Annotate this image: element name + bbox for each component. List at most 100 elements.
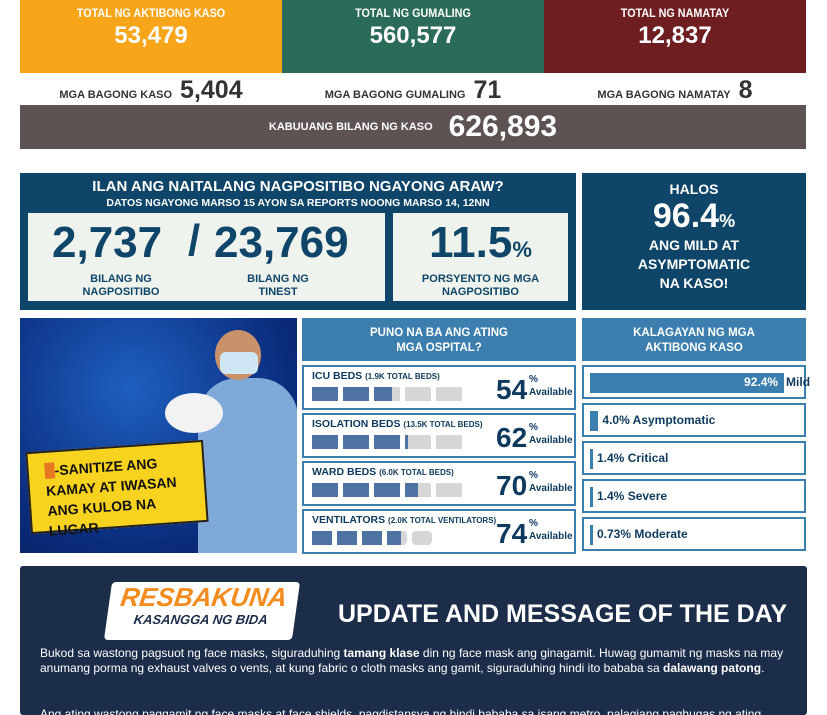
mild-value: 96.4: [652, 197, 720, 235]
positive-tested-card: 2,737 / 23,769 BILANG NG NAGPOSITIBO BILA…: [28, 213, 385, 301]
positive-count: 2,737: [52, 218, 163, 267]
new-counts-row: MGA BAGONG KASO 5,404 MGA BAGONG GUMALING…: [20, 73, 806, 105]
status-bar: [590, 525, 593, 545]
bed-icon: [436, 435, 462, 449]
bed-icon: [374, 435, 400, 449]
capacity-icons: [312, 435, 462, 449]
active-cases-card: TOTAL NG AKTIBONG KASO 53,479: [20, 0, 282, 73]
bed-icon: [312, 483, 338, 497]
status-text: 1.4% Critical: [597, 451, 669, 465]
resbakuna-logo: RESBAKUNA KASANGGA NG BIDA: [103, 582, 301, 640]
hospital-header: PUNO NA BA ANG ATING MGA OSPITAL?: [302, 318, 576, 361]
bed-icon: [343, 387, 369, 401]
status-row: 1.4% Severe: [582, 479, 806, 513]
ventilator-icon: [387, 531, 407, 545]
new-cases-value: 5,404: [180, 76, 243, 104]
available-percent: 62: [496, 422, 528, 453]
status-panel: KALAGAYAN NG MGA AKTIBONG KASO 92.4% Mild 4…: [582, 318, 810, 555]
bed-icon: [312, 435, 338, 449]
mild-unit: %: [719, 211, 736, 231]
tested-count: 23,769: [214, 218, 349, 267]
status-row: 1.4% Critical: [582, 441, 806, 475]
sanitize-banner: I -SANITIZE ANG KAMAY AT IWASAN ANG KULOB…: [20, 318, 297, 553]
status-row: 92.4% Mild: [582, 365, 810, 399]
face-mask: [220, 352, 258, 374]
positivity-rate-unit: %: [512, 237, 532, 262]
positivity-title: ILAN ANG NAITALANG NAGPOSITIBO NGAYONG A…: [92, 178, 504, 195]
new-cases: MGA BAGONG KASO 5,404: [20, 73, 282, 105]
status-label: Mild: [786, 375, 811, 389]
available-suffix: % Available: [529, 470, 573, 494]
ventilator-icon: [337, 531, 357, 545]
status-text: 4.0% Asymptomatic: [602, 413, 716, 427]
status-text: 1.4% Severe: [597, 489, 668, 503]
recovered-value: 560,577: [369, 22, 457, 49]
bed-icon: [343, 483, 369, 497]
bed-icon: [436, 387, 462, 401]
mild-line3: ASYMPTOMATIC: [637, 256, 751, 272]
slash: /: [188, 216, 201, 265]
logo-top: RESBAKUNA: [118, 582, 290, 612]
available-suffix: % Available: [529, 422, 573, 446]
hospital-row: ICU BEDS (1.9K TOTAL BEDS) 54 % Available: [302, 365, 576, 410]
available-suffix: % Available: [529, 374, 573, 398]
active-cases-label: TOTAL NG AKTIBONG KASO: [76, 6, 226, 20]
banner-text-box: I -SANITIZE ANG KAMAY AT IWASAN ANG KULOB…: [25, 439, 209, 539]
new-deaths: MGA BAGONG NAMATAY 8: [544, 73, 806, 105]
status-percent: 92.4%: [744, 375, 779, 389]
row-title: ISOLATION BEDS (13.5K TOTAL BEDS): [312, 418, 483, 430]
soap-foam: [165, 393, 223, 433]
positive-label: BILANG NG: [90, 273, 152, 285]
capacity-icons: [312, 483, 462, 497]
positivity-subtitle: DATOS NGAYONG MARSO 15 AYON SA REPORTS N…: [106, 197, 490, 209]
recovered-card: TOTAL NG GUMALING 560,577: [282, 0, 544, 73]
positive-label-2: NAGPOSITIBO: [82, 286, 160, 298]
deaths-value: 12,837: [638, 22, 712, 49]
bed-icon: [405, 435, 431, 449]
mild-panel: HALOS 96.4% ANG MILD AT ASYMPTOMATIC NA …: [582, 173, 806, 310]
status-bar: [590, 411, 599, 431]
hospital-panel: PUNO NA BA ANG ATING MGA OSPITAL? ICU BED…: [302, 318, 576, 555]
status-bar: [590, 373, 785, 393]
positivity-panel: ILAN ANG NAITALANG NAGPOSITIBO NGAYONG A…: [20, 173, 576, 310]
deaths-card: TOTAL NG NAMATAY 12,837: [544, 0, 806, 73]
bed-icon: [343, 435, 369, 449]
total-cases-label: KABUUANG BILANG NG KASO: [268, 121, 433, 133]
bed-icon: [374, 483, 400, 497]
status-bar: [590, 487, 593, 507]
hospital-row: VENTILATORS (2.0K TOTAL VENTILATORS) 74 …: [302, 509, 576, 554]
message-paragraph-2: Ang ating wastong paggamit ng face masks…: [40, 707, 762, 715]
status-title-2: AKTIBONG KASO: [645, 342, 743, 354]
ventilator-icon: [362, 531, 382, 545]
capacity-icons: [312, 387, 462, 401]
hospital-title-2: MGA OSPITAL?: [396, 342, 482, 354]
hospital-row: ISOLATION BEDS (13.5K TOTAL BEDS) 62 % Av…: [302, 413, 576, 458]
row-title: WARD BEDS (6.0K TOTAL BEDS): [312, 466, 454, 478]
status-title: KALAGAYAN NG MGA: [633, 327, 755, 339]
bed-icon: [312, 387, 338, 401]
row-title: VENTILATORS (2.0K TOTAL VENTILATORS): [312, 514, 497, 526]
available-percent: 74: [496, 518, 528, 549]
status-bar: [590, 449, 593, 469]
message-paragraph-1: Bukod sa wastong pagsuot ng face masks, …: [40, 646, 784, 675]
positivity-rate-card: 11.5% PORSYENTO NG MGA NAGPOSITIBO: [393, 213, 568, 301]
status-text: 0.73% Moderate: [597, 527, 688, 541]
positivity-rate: 11.5: [429, 218, 513, 267]
active-cases-value: 53,479: [114, 22, 188, 49]
tested-label-2: TINEST: [258, 286, 298, 298]
bed-icon: [405, 387, 431, 401]
status-header: KALAGAYAN NG MGA AKTIBONG KASO: [582, 318, 806, 361]
new-recovered-value: 71: [473, 76, 502, 104]
total-cases-bar: KABUUANG BILANG NG KASO 626,893: [20, 105, 806, 149]
available-percent: 70: [496, 470, 528, 501]
new-cases-label: MGA BAGONG KASO: [59, 89, 173, 101]
bed-icon: [405, 483, 431, 497]
new-recovered-label: MGA BAGONG GUMALING: [324, 89, 466, 101]
message-panel: RESBAKUNA KASANGGA NG BIDA UPDATE AND ME…: [20, 566, 807, 715]
new-deaths-label: MGA BAGONG NAMATAY: [597, 89, 731, 101]
capacity-icons: [312, 531, 432, 545]
mild-line4: NA KASO!: [659, 275, 729, 291]
tested-label: BILANG NG: [247, 273, 309, 285]
hospital-row: WARD BEDS (6.0K TOTAL BEDS) 70 % Availabl…: [302, 461, 576, 506]
status-row: 0.73% Moderate: [582, 517, 806, 551]
